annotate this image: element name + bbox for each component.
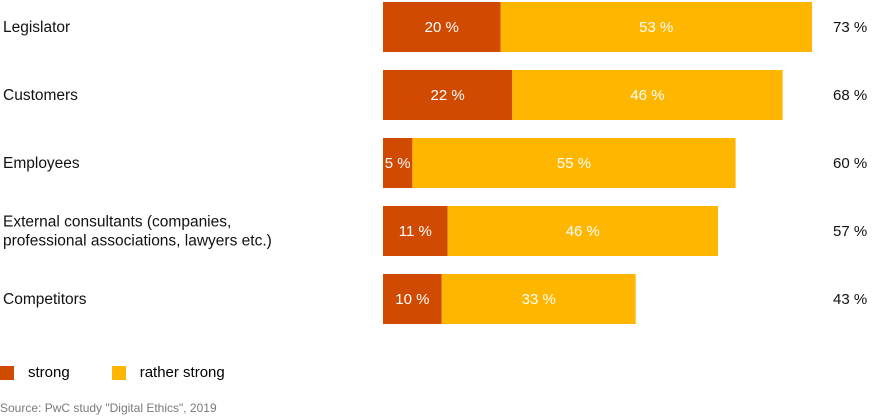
bar-value-label: 46 % xyxy=(566,223,600,240)
bar-value-label: 10 % xyxy=(395,291,429,308)
legend: strong rather strong xyxy=(0,364,267,381)
bar-segment-rather-strong xyxy=(441,274,636,324)
bar-value-label: 46 % xyxy=(630,87,664,104)
legend-item-strong: strong xyxy=(0,364,70,381)
category-label: Legislator xyxy=(3,19,70,36)
legend-label-strong: strong xyxy=(28,364,70,381)
legend-swatch-rather-strong xyxy=(111,365,126,380)
category-label: External consultants (companies, xyxy=(3,214,231,231)
total-label: 43 % xyxy=(833,291,867,308)
total-label: 60 % xyxy=(833,155,867,172)
bar-value-label: 22 % xyxy=(431,87,465,104)
bar-segment-strong xyxy=(383,206,448,256)
category-label: Competitors xyxy=(3,291,87,308)
bar-value-label: 53 % xyxy=(639,19,673,36)
legend-swatch-strong xyxy=(0,365,14,380)
legend-label-rather-strong: rather strong xyxy=(139,364,225,381)
bar-value-label: 5 % xyxy=(385,155,411,172)
stacked-bar-chart: Legislator 20 % 53 % 73 % Customers 22 % 46 % 6… xyxy=(3,2,867,324)
bar-segment-strong xyxy=(383,138,413,188)
category-label: Customers xyxy=(3,87,78,104)
bar-value-label: 20 % xyxy=(425,19,459,36)
bar-segment-strong xyxy=(383,274,442,324)
legend-item-rather-strong: rather strong xyxy=(111,364,225,381)
bar-segment-rather-strong xyxy=(512,70,783,120)
source-note: Source: PwC study "Digital Ethics", 2019 xyxy=(0,401,217,415)
bar-value-label: 33 % xyxy=(522,291,556,308)
bar-value-label: 11 % xyxy=(399,223,432,240)
total-label: 68 % xyxy=(833,87,867,104)
bar-value-label: 55 % xyxy=(557,155,591,172)
bar-segment-strong xyxy=(383,70,513,120)
bar-segment-rather-strong xyxy=(412,138,736,188)
bar-segment-rather-strong xyxy=(500,2,812,52)
total-label: 73 % xyxy=(833,19,867,36)
category-label: professional associations, lawyers etc.) xyxy=(3,233,272,250)
bar-segment-strong xyxy=(383,2,501,52)
total-label: 57 % xyxy=(833,223,867,240)
category-label: Employees xyxy=(3,155,80,172)
bar-segment-rather-strong xyxy=(447,206,718,256)
